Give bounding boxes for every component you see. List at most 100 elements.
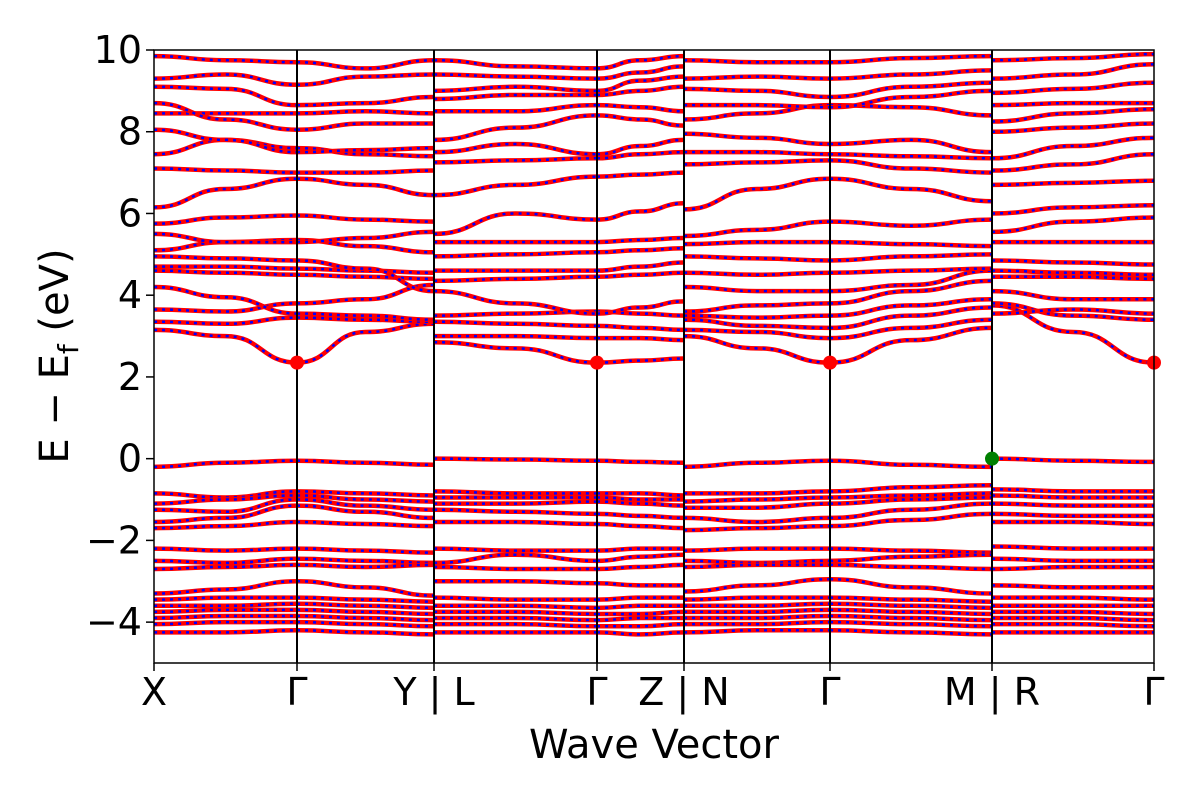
band-dash-valence-1-5 xyxy=(296,520,435,528)
band-dash-conduction-0-8 xyxy=(153,232,297,244)
band-line-conduction-1-16 xyxy=(296,94,435,108)
band-dash-valence-4-11 xyxy=(684,602,831,608)
band-dash-valence-0-4 xyxy=(153,504,298,524)
band-line-conduction-2-0 xyxy=(433,339,598,365)
band-dash-valence-5-12 xyxy=(829,608,993,616)
band-line-valence-0-5 xyxy=(153,519,298,531)
band-dash-valence-3-13 xyxy=(596,616,684,622)
plot-area xyxy=(153,49,1161,664)
band-dash-valence-1-7 xyxy=(296,557,435,565)
band-dash-conduction-2-15 xyxy=(433,93,597,101)
band-dash-conduction-6-1 xyxy=(991,302,1155,321)
y-axis-label-unit: (eV) xyxy=(32,248,78,331)
band-dash-valence-0-3 xyxy=(153,498,298,514)
band-line-valence-0-14 xyxy=(153,619,297,627)
band-dash-valence-2-11 xyxy=(434,604,598,610)
band-dash-conduction-1-2 xyxy=(296,283,435,305)
band-dash-conduction-4-10 xyxy=(683,177,831,211)
band-dash-conduction-0-16 xyxy=(153,85,298,107)
band-dash-conduction-6-0 xyxy=(991,304,1155,364)
band-dash-valence-2-0 xyxy=(433,457,598,462)
band-dash-conduction-1-0 xyxy=(296,322,435,364)
band-dash-valence-3-3 xyxy=(596,500,685,507)
band-line-valence-1-12 xyxy=(296,607,435,617)
band-dash-valence-4-13 xyxy=(683,614,831,620)
band-dash-conduction-5-11 xyxy=(829,159,993,174)
cbm-marker-1 xyxy=(590,355,604,370)
band-line-valence-0-6 xyxy=(153,546,298,553)
band-line-valence-1-14 xyxy=(296,619,435,629)
band-dash-valence-4-3 xyxy=(684,502,831,509)
band-dash-conduction-3-10 xyxy=(596,171,685,178)
band-dash-conduction-5-5 xyxy=(829,269,993,293)
band-dash-valence-2-13 xyxy=(433,616,598,622)
y-tick-label-2: 0 xyxy=(118,437,142,481)
band-dash-valence-3-12 xyxy=(597,610,685,616)
band-dash-conduction-5-16 xyxy=(829,81,993,99)
band-line-valence-1-8 xyxy=(296,562,435,570)
band-dash-valence-2-8 xyxy=(433,565,597,571)
band-dash-conduction-1-14 xyxy=(296,110,435,115)
band-line-conduction-1-9 xyxy=(296,213,435,224)
band-dash-valence-1-13 xyxy=(296,614,435,622)
band-dash-conduction-6-12 xyxy=(991,136,1155,160)
band-dash-conduction-4-14 xyxy=(683,103,831,121)
band-dash-conduction-2-17 xyxy=(433,73,598,80)
band-line-conduction-1-0 xyxy=(296,321,435,365)
y-tick-label-0: −4 xyxy=(86,600,142,644)
y-tick-label-5: 6 xyxy=(118,191,142,235)
band-line-valence-1-9 xyxy=(296,579,435,598)
band-dash-conduction-3-11 xyxy=(596,150,685,160)
band-dash-conduction-1-13 xyxy=(296,146,435,154)
band-dash-valence-4-0 xyxy=(683,459,831,469)
band-dash-valence-5-15 xyxy=(829,629,993,636)
band-dash-conduction-4-17 xyxy=(683,75,831,80)
band-dash-valence-6-13 xyxy=(991,616,1155,622)
band-line-conduction-0-15 xyxy=(153,100,298,132)
band-line-conduction-0-0 xyxy=(153,327,298,365)
band-line-valence-1-10 xyxy=(296,595,435,604)
band-dash-conduction-6-8 xyxy=(991,216,1155,234)
band-dash-conduction-2-10 xyxy=(433,175,598,197)
band-dash-valence-4-9 xyxy=(683,577,831,593)
band-dash-conduction-2-4 xyxy=(433,289,598,315)
band-dash-conduction-4-12 xyxy=(684,150,831,156)
band-dash-valence-6-8 xyxy=(991,565,1154,571)
band-line-valence-0-2 xyxy=(153,493,298,506)
band-dash-valence-1-10 xyxy=(296,596,435,603)
band-dash-valence-2-12 xyxy=(434,610,598,616)
band-dash-valence-5-5 xyxy=(829,512,993,528)
band-dash-conduction-5-4 xyxy=(829,279,993,305)
y-axis-label-unit-spacer xyxy=(32,332,78,345)
cbm-marker-0 xyxy=(290,355,304,370)
band-dash-valence-3-14 xyxy=(596,622,685,628)
band-dash-conduction-5-18 xyxy=(829,54,993,64)
band-dash-conduction-6-5 xyxy=(991,269,1155,277)
extrema-layer xyxy=(290,355,1161,466)
band-dash-conduction-2-9 xyxy=(433,212,598,236)
band-dash-conduction-1-16 xyxy=(296,95,435,107)
band-dash-valence-4-12 xyxy=(684,608,831,614)
band-dash-valence-2-4 xyxy=(433,508,598,516)
band-dash-conduction-6-2 xyxy=(991,308,1155,315)
band-dash-valence-6-12 xyxy=(992,610,1155,616)
band-dash-conduction-5-13 xyxy=(829,138,993,154)
band-dash-valence-5-1 xyxy=(829,483,993,493)
y-tick-label-4: 4 xyxy=(118,273,142,317)
band-dash-valence-5-2 xyxy=(829,492,993,499)
band-dash-valence-6-2 xyxy=(991,494,1154,499)
band-dash-valence-2-10 xyxy=(433,596,597,601)
band-dash-valence-4-2 xyxy=(683,496,831,503)
band-dash-conduction-5-1 xyxy=(829,318,993,340)
band-line-valence-1-5 xyxy=(296,519,435,529)
band-dash-valence-3-7 xyxy=(596,553,685,563)
band-dash-conduction-3-1 xyxy=(597,336,685,342)
band-dash-conduction-0-10 xyxy=(153,177,298,209)
band-line-valence-0-15 xyxy=(154,628,298,635)
band-dash-valence-4-15 xyxy=(683,629,830,634)
band-line-conduction-0-2 xyxy=(153,301,298,314)
band-line-conduction-4-10 xyxy=(683,176,831,212)
cbm-marker-2 xyxy=(823,355,837,370)
band-dash-conduction-1-11 xyxy=(296,169,435,174)
band-dash-conduction-5-10 xyxy=(829,177,993,203)
